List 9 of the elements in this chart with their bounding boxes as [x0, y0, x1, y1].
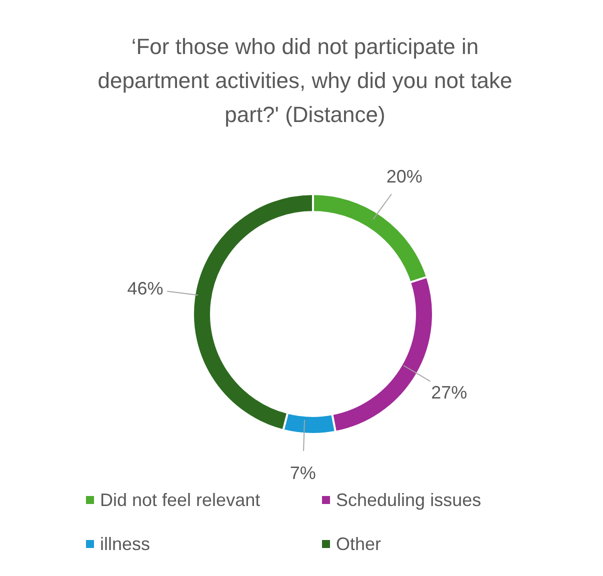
legend-label: Scheduling issues: [336, 490, 482, 510]
data-label: 7%: [290, 462, 316, 483]
data-label: 20%: [386, 166, 422, 186]
legend-label: Other: [336, 534, 382, 554]
legend-label: Did not feel relevant: [100, 490, 260, 510]
data-label: 27%: [431, 382, 468, 402]
chart-title: ‘For those who did not participate in department activities, why did you not take part?' (Distance): [96, 33, 514, 129]
legend-label: illness: [100, 534, 150, 554]
data-label: 46%: [127, 278, 164, 298]
